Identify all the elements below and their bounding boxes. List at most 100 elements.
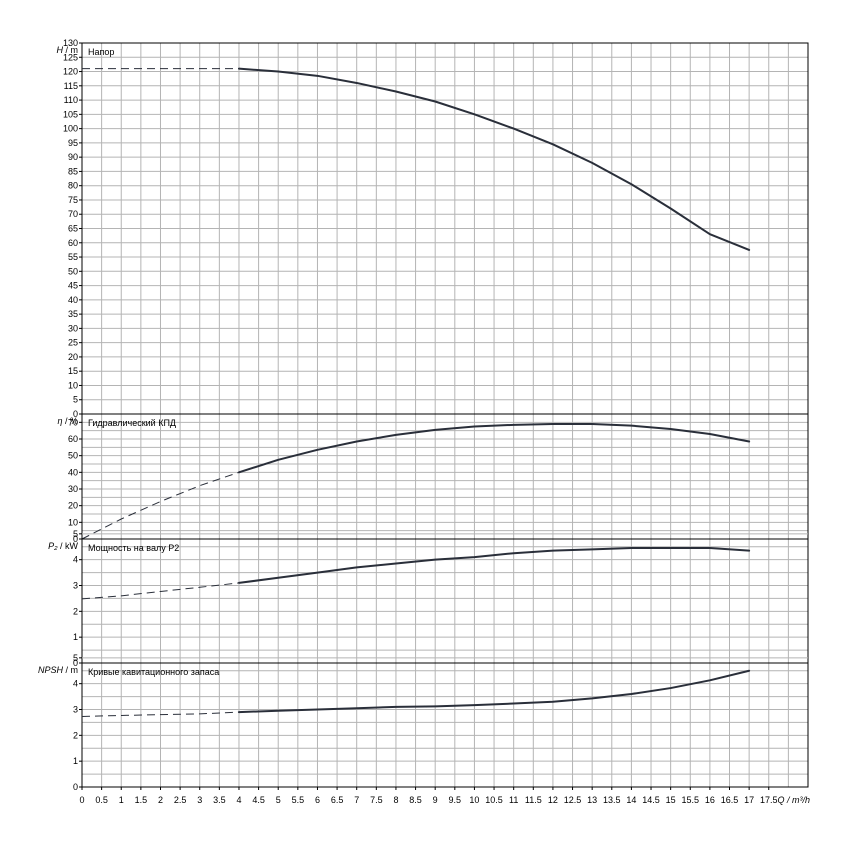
y-tick-label: 1 [73, 756, 78, 766]
y-tick-label: 5 [73, 529, 78, 539]
y-tick-label: 50 [68, 266, 78, 276]
y-tick-label: 30 [68, 323, 78, 333]
y-tick-label: 2 [73, 730, 78, 740]
y-axis-label-symbol: H [57, 45, 64, 55]
x-tick-label: 1.5 [135, 795, 148, 805]
y-tick-label: 110 [64, 95, 78, 105]
x-tick-label: 15.5 [682, 795, 700, 805]
y-tick-label: 25 [68, 338, 78, 348]
x-tick-label: 7.5 [370, 795, 383, 805]
x-tick-label: 13 [587, 795, 597, 805]
y-tick-label: 10 [68, 517, 78, 527]
x-tick-label: 0 [79, 795, 84, 805]
y-tick-label: 50 [68, 451, 78, 461]
y-tick-label: 40 [68, 295, 78, 305]
x-tick-label: 9 [433, 795, 438, 805]
y-axis-label-unit: / m [63, 45, 78, 55]
x-tick-label: 14 [626, 795, 636, 805]
x-tick-label: 9.5 [449, 795, 462, 805]
performance-curve [237, 423, 751, 474]
y-tick-label: 105 [63, 109, 78, 119]
y-tick-label: 5 [73, 395, 78, 405]
y-tick-label: 20 [68, 352, 78, 362]
y-tick-label: 0 [73, 658, 78, 668]
panel-title: Напор [88, 47, 114, 57]
x-tick-label: 2.5 [174, 795, 187, 805]
y-tick-label: 130 [63, 38, 78, 48]
y-axis-label-unit: / % [62, 416, 78, 426]
y-axis-label-symbol: P₂ [48, 541, 58, 551]
y-tick-label: 80 [68, 181, 78, 191]
y-tick-label: 35 [68, 309, 78, 319]
panel-title: Кривые кавитационного запаса [88, 667, 219, 677]
y-tick-label: 65 [68, 224, 78, 234]
x-tick-label: 5 [276, 795, 281, 805]
y-tick-label: 0 [73, 534, 78, 544]
performance-curve [237, 547, 751, 584]
x-tick-label: 16.5 [721, 795, 739, 805]
y-tick-label: 75 [68, 195, 78, 205]
y-tick-label: 15 [68, 366, 78, 376]
curve-dashed-extension [81, 711, 239, 717]
x-tick-label: 4 [236, 795, 241, 805]
y-tick-label: 95 [68, 138, 78, 148]
y-axis-label-unit: / m [63, 665, 78, 675]
performance-curve [237, 67, 751, 251]
y-tick-label: 125 [63, 52, 78, 62]
x-tick-label: 16 [705, 795, 715, 805]
y-axis-label: H / m [57, 45, 79, 55]
y-axis-label: η / % [57, 416, 78, 426]
y-tick-label: 5 [73, 653, 78, 663]
x-tick-label: 11 [509, 795, 518, 805]
x-tick-label: 10 [469, 795, 479, 805]
y-tick-label: 0 [73, 782, 78, 792]
x-tick-label: 17 [744, 795, 754, 805]
x-tick-label: 8 [393, 795, 398, 805]
y-tick-label: 4 [73, 679, 78, 689]
y-axis-label-unit: / kW [58, 541, 79, 551]
x-tick-label: 17.5 [760, 795, 778, 805]
x-tick-label: 0.5 [95, 795, 108, 805]
y-tick-label: 20 [68, 501, 78, 511]
y-tick-label: 120 [63, 67, 78, 77]
x-tick-label: 13.5 [603, 795, 621, 805]
y-tick-label: 4 [73, 555, 78, 565]
y-tick-label: 2 [73, 606, 78, 616]
y-tick-label: 40 [68, 467, 78, 477]
curve-dashed-extension [81, 471, 240, 540]
y-tick-label: 70 [68, 209, 78, 219]
y-axis-label: NPSH / m [38, 665, 78, 675]
y-tick-label: 60 [68, 434, 78, 444]
y-tick-label: 30 [68, 484, 78, 494]
y-tick-label: 60 [68, 238, 78, 248]
x-axis-label: Q / m³/h [777, 795, 810, 805]
y-tick-label: 45 [68, 281, 78, 291]
x-tick-label: 11.5 [525, 795, 542, 805]
y-tick-label: 0 [73, 409, 78, 419]
panel-frame [81, 662, 809, 788]
x-tick-label: 3 [197, 795, 202, 805]
panel-frame [81, 538, 809, 664]
y-tick-label: 1 [73, 632, 78, 642]
x-tick-label: 12 [548, 795, 558, 805]
x-tick-label: 12.5 [564, 795, 582, 805]
y-axis-label: P₂ / kW [48, 541, 78, 551]
x-tick-label: 1 [119, 795, 124, 805]
panel-title: Гидравлический КПД [88, 418, 176, 428]
x-tick-label: 3.5 [213, 795, 226, 805]
x-tick-label: 10.5 [485, 795, 503, 805]
performance-curve [237, 669, 751, 714]
y-tick-label: 85 [68, 166, 78, 176]
x-tick-label: 5.5 [292, 795, 305, 805]
y-axis-label-symbol: NPSH [38, 665, 64, 675]
y-tick-label: 100 [63, 124, 78, 134]
y-tick-label: 70 [68, 417, 78, 427]
y-tick-label: 90 [68, 152, 78, 162]
x-tick-label: 2 [158, 795, 163, 805]
y-tick-label: 3 [73, 581, 78, 591]
y-axis-label-symbol: η [57, 416, 62, 426]
x-tick-label: 7 [354, 795, 359, 805]
panel-title: Мощность на валу P2 [88, 543, 179, 553]
y-tick-label: 3 [73, 705, 78, 715]
